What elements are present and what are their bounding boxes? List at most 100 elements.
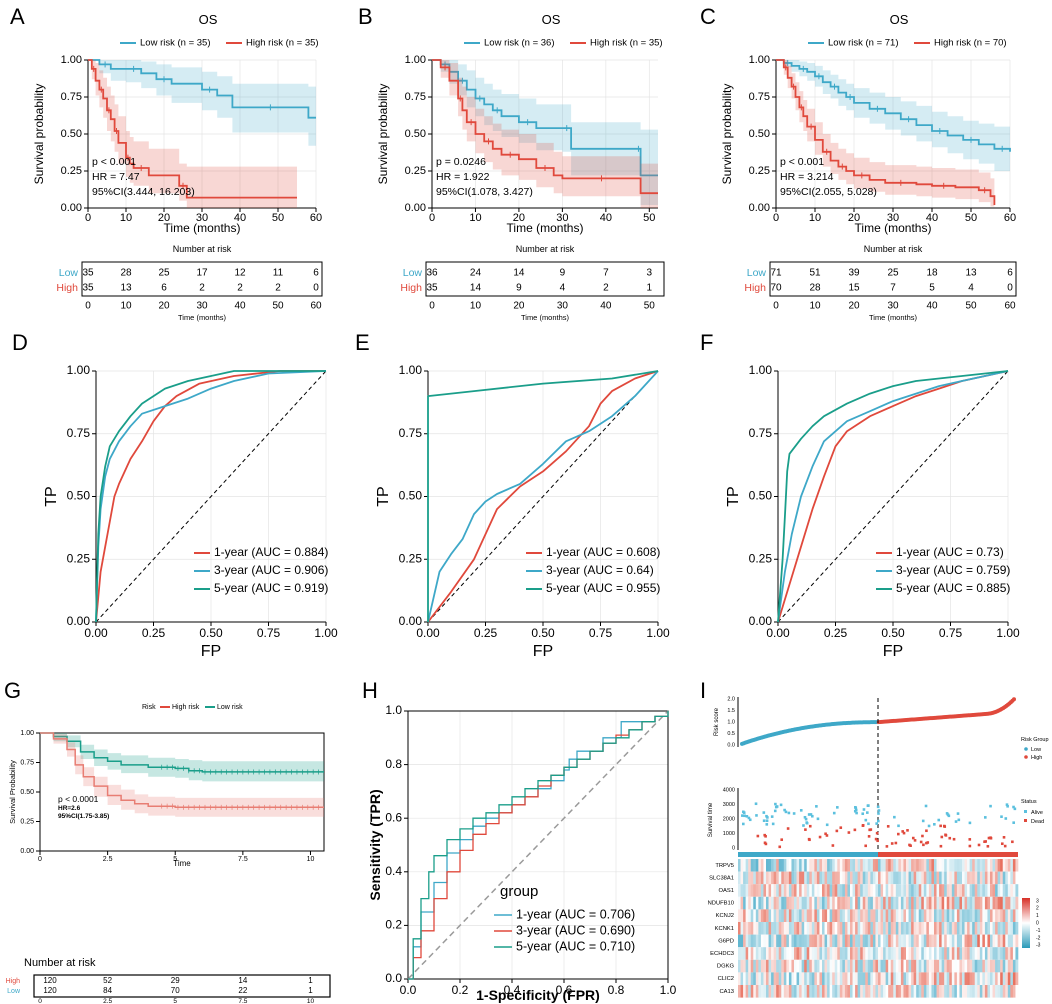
panel-i-heatmap-cell xyxy=(964,859,968,872)
panel-i-heatmap-cell xyxy=(967,922,970,935)
panel-i-heatmap-cell xyxy=(857,859,861,872)
panel-i-heatmap-cell xyxy=(758,934,762,948)
panel-c-x-tick-label: 20 xyxy=(848,212,860,224)
panel-i-heatmap-cell xyxy=(781,947,785,960)
panel-i-heatmap-cell xyxy=(804,959,808,973)
panel-i-heatmap-cell xyxy=(928,922,932,935)
panel-i-heatmap-cell xyxy=(931,871,935,885)
panel-i-heatmap-cell xyxy=(1007,922,1011,935)
panel-i-heatmap-cell xyxy=(984,947,988,960)
panel-i-heatmap-cell xyxy=(967,871,970,885)
panel-i-heatmap-cell xyxy=(788,909,792,922)
panel-g-risk-time-tick: 10 xyxy=(307,998,315,1004)
panel-i-survival-point xyxy=(862,808,866,811)
panel-i-heatmap-cell xyxy=(987,934,991,948)
panel-i-heatmap-cell xyxy=(788,859,792,872)
panel-i-heatmap-cell xyxy=(949,859,953,872)
panel-h-x-tick-label: 1.0 xyxy=(660,983,677,997)
panel-i-heatmap-cell xyxy=(829,959,833,973)
panel-b-x-tick-label: 50 xyxy=(643,212,655,224)
panel-i-heatmap-cell xyxy=(743,972,746,985)
panel-a-risk-count: 11 xyxy=(273,268,284,279)
panel-i-survival-point xyxy=(956,812,960,815)
panel-i-heatmap-cell xyxy=(913,972,917,985)
panel-i-heatmap-cell xyxy=(794,884,797,897)
panel-i-heatmap-cell xyxy=(865,896,869,910)
panel-i-heatmap-cell xyxy=(816,884,820,897)
panel-i-heatmap-cell xyxy=(758,947,762,960)
panel-i-heatmap-cell xyxy=(791,985,795,998)
panel-i-heatmap-cell xyxy=(1000,985,1004,998)
panel-c-risk-table-x-label: Time (months) xyxy=(869,313,918,322)
panel-i-heatmap-cell xyxy=(990,934,993,948)
panel-i-heatmap-cell xyxy=(898,959,902,973)
panel-i-heatmap-cell xyxy=(755,934,759,948)
panel-f-y-tick-label: 0.00 xyxy=(749,614,773,628)
panel-i-heatmap-cell xyxy=(806,934,810,948)
panel-i-heatmap-cell xyxy=(758,896,762,910)
panel-i-heatmap-cell xyxy=(878,934,881,948)
panel-i-heatmap-cell xyxy=(794,896,797,910)
panel-i-heatmap-cell xyxy=(809,896,813,910)
panel-i-survival-point xyxy=(774,805,778,809)
panel-i-heatmap-cell xyxy=(844,972,848,985)
panel-i-heatmap-cell xyxy=(766,884,769,897)
panel-i-heatmap-cell xyxy=(860,909,864,922)
panel-f-x-tick-label: 1.00 xyxy=(996,626,1020,640)
panel-i-heatmap-cell xyxy=(776,884,780,897)
panel-i-heatmap-cell xyxy=(781,909,785,922)
panel-i-heatmap-cell xyxy=(778,959,782,973)
panel-i-heatmap-cell xyxy=(750,884,754,897)
panel-i-heatmap-cell xyxy=(918,909,922,922)
panel-i-heatmap-cell xyxy=(928,972,932,985)
panel-i-heatmap-cell xyxy=(936,947,940,960)
panel-i-heatmap-cell xyxy=(743,934,746,948)
panel-g-plot: 0 2.5 5 7.5 100.000.250.500.751.00p < 0.0001… xyxy=(20,730,325,863)
panel-i-heatmap-cell xyxy=(911,922,914,935)
panel-i-status-legend-alive: Alive xyxy=(1031,810,1043,816)
panel-i-heatmap-cell xyxy=(872,985,876,998)
panel-i-survival-point xyxy=(1011,840,1014,844)
panel-i-heatmap-cell xyxy=(906,896,909,910)
panel-i-survival-point xyxy=(954,820,958,823)
panel-i-heatmap-cell xyxy=(819,934,823,948)
panel-i-risk-point xyxy=(1012,697,1016,702)
panel-i-heatmap-cell xyxy=(865,985,869,998)
panel-i-heatmap-cell xyxy=(995,859,998,872)
panel-i-heatmap-cell xyxy=(811,934,815,948)
panel-i-heatmap-cell xyxy=(860,947,864,960)
panel-i-heatmap-cell xyxy=(926,859,930,872)
panel-h-legend-item: 5-year (AUC = 0.710) xyxy=(516,939,635,953)
panel-i-survival-point xyxy=(913,839,917,842)
panel-i-heatmap-cell xyxy=(997,985,1001,998)
panel-i-survival-point xyxy=(786,827,790,830)
panel-i-heatmap-cell xyxy=(895,959,899,973)
panel-i-heatmap-cell xyxy=(867,896,871,910)
panel-i-heatmap-cell xyxy=(748,896,752,910)
panel-i-heatmap-cell xyxy=(811,896,815,910)
panel-i-heatmap-cell xyxy=(918,884,922,897)
panel-i-heatmap-cell xyxy=(837,985,841,998)
panel-i-heatmap-cell xyxy=(786,909,790,922)
panel-i-heatmap-cell xyxy=(844,922,848,935)
panel-i-heatmap-cell xyxy=(918,972,922,985)
panel-i-heatmap-cell xyxy=(758,959,762,973)
panel-i-heatmap-cell xyxy=(867,947,871,960)
panel-i-heatmap-cell xyxy=(951,896,955,910)
panel-i-heatmap-cell xyxy=(956,985,960,998)
panel-i-heatmap-cell xyxy=(1010,871,1014,885)
panel-i-heatmap-cell xyxy=(768,985,772,998)
panel-c-risk-row-label: High xyxy=(744,282,766,294)
panel-letter-h: H xyxy=(362,678,378,703)
panel-i-heatmap-cell xyxy=(990,909,993,922)
panel-i-heatmap-cell xyxy=(997,896,1001,910)
panel-i-heatmap-cell xyxy=(895,896,899,910)
panel-i-heatmap-cell xyxy=(839,922,843,935)
panel-i-heatmap-cell xyxy=(944,934,948,948)
panel-i-heatmap-cell xyxy=(783,909,787,922)
panel-i-heatmap-cell xyxy=(832,972,836,985)
panel-i-heatmap-cell xyxy=(992,972,996,985)
panel-i-heatmap-cell xyxy=(750,859,754,872)
panel-i-heatmap-cell xyxy=(837,859,841,872)
